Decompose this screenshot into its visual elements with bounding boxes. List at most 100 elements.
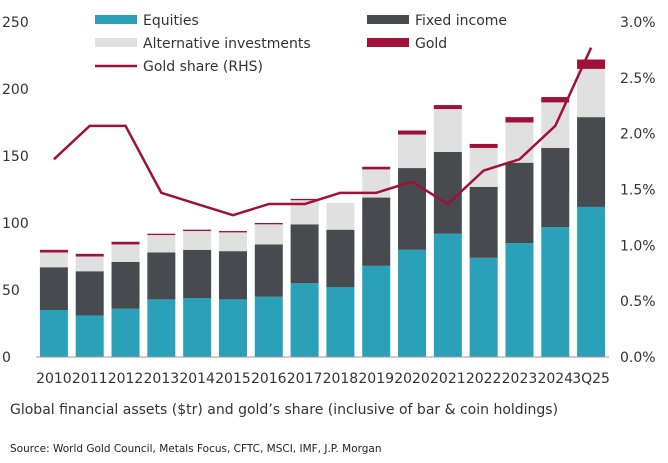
- bar-fixed-income: [433, 151, 462, 234]
- chart-caption: Global financial assets ($tr) and gold’s…: [10, 402, 559, 418]
- bar-gold: [111, 241, 140, 245]
- legend-label-fixed-income: Fixed income: [415, 13, 507, 29]
- y-right-tick-label: 2.0%: [620, 127, 656, 143]
- bar-alternative-investments: [75, 256, 104, 272]
- y-right-tick-label: 3.0%: [620, 15, 656, 31]
- x-tick-label: 2022: [466, 371, 502, 387]
- bar-equities: [183, 298, 212, 357]
- bar-equities: [111, 308, 140, 357]
- legend-swatch-alternative-investments: [95, 38, 137, 47]
- bar-fixed-income: [577, 117, 606, 207]
- x-tick-label: 2018: [323, 371, 359, 387]
- bar-fixed-income: [290, 224, 319, 284]
- bar-gold: [541, 97, 570, 103]
- x-tick-label: 2014: [179, 371, 215, 387]
- bar-fixed-income: [326, 229, 355, 288]
- bar-fixed-income: [254, 244, 283, 297]
- bar-gold: [577, 59, 606, 69]
- bar-gold: [147, 233, 176, 236]
- bar-fixed-income: [75, 271, 104, 316]
- bar-equities: [254, 296, 283, 357]
- bar-equities: [433, 233, 462, 357]
- gold-share-line: [53, 47, 593, 217]
- legend-label-gold: Gold: [415, 36, 447, 52]
- x-tick-label: 2011: [72, 371, 108, 387]
- x-tick-label: 2023: [502, 371, 538, 387]
- y-right-tick-label: 1.5%: [620, 183, 656, 199]
- x-tick-label: 2016: [251, 371, 287, 387]
- bar-equities: [362, 265, 391, 357]
- bar-equities: [290, 283, 319, 357]
- bar-equities: [218, 299, 247, 357]
- bar-fixed-income: [541, 147, 570, 228]
- bar-gold: [398, 130, 427, 135]
- legend-label-equities: Equities: [143, 13, 199, 29]
- bar-fixed-income: [111, 261, 140, 309]
- y-left-tick-label: 0: [2, 350, 11, 366]
- bar-equities: [147, 299, 176, 357]
- x-tick-label: 2015: [215, 371, 251, 387]
- bar-alternative-investments: [254, 224, 283, 245]
- bar-gold: [39, 249, 68, 253]
- bar-fixed-income: [469, 186, 498, 258]
- bar-alternative-investments: [505, 122, 534, 163]
- x-tick-label: 2012: [108, 371, 144, 387]
- y-left-tick-label: 50: [2, 283, 20, 299]
- x-tick-label: 2021: [430, 371, 466, 387]
- y-right-tick-label: 2.5%: [620, 71, 656, 87]
- bar-alternative-investments: [218, 232, 247, 252]
- bar-equities: [577, 206, 606, 357]
- legend-swatch-fixed-income: [367, 15, 409, 24]
- x-tick-label: 2020: [394, 371, 430, 387]
- x-tick-label: 2024: [537, 371, 573, 387]
- bar-gold: [218, 231, 247, 233]
- legend-swatch-gold: [367, 38, 409, 47]
- bar-fixed-income: [505, 162, 534, 244]
- y-right-tick-label: 0.0%: [620, 350, 656, 366]
- x-tick-label: 2017: [287, 371, 323, 387]
- legend-swatch-equities: [95, 15, 137, 24]
- bar-fixed-income: [362, 197, 391, 266]
- legend-label-gold-share-rhs-: Gold share (RHS): [143, 59, 263, 75]
- y-right-tick-label: 0.5%: [620, 294, 656, 310]
- bar-fixed-income: [398, 168, 427, 250]
- bar-equities: [326, 287, 355, 357]
- bar-gold: [505, 117, 534, 123]
- y-left-tick-label: 200: [2, 82, 29, 98]
- bar-equities: [398, 249, 427, 357]
- bar-gold: [290, 198, 319, 201]
- x-tick-label: 2019: [358, 371, 394, 387]
- bar-equities: [541, 227, 570, 357]
- bar-gold: [254, 223, 283, 225]
- bar-alternative-investments: [111, 244, 140, 262]
- bar-equities: [505, 243, 534, 357]
- bar-fixed-income: [147, 252, 176, 300]
- y-right-tick-label: 1.0%: [620, 238, 656, 254]
- bar-alternative-investments: [147, 235, 176, 253]
- chart-source: Source: World Gold Council, Metals Focus…: [10, 443, 382, 455]
- bar-alternative-investments: [433, 109, 462, 152]
- bar-alternative-investments: [39, 252, 68, 268]
- bar-fixed-income: [218, 251, 247, 300]
- bar-fixed-income: [39, 267, 68, 311]
- bar-gold: [183, 229, 212, 232]
- bar-fixed-income: [183, 249, 212, 299]
- bar-gold: [362, 166, 391, 170]
- bar-alternative-investments: [183, 231, 212, 250]
- bar-alternative-investments: [398, 134, 427, 169]
- bar-equities: [75, 315, 104, 357]
- y-left-tick-label: 150: [2, 149, 29, 165]
- bar-alternative-investments: [577, 68, 606, 118]
- x-tick-label: 3Q25: [572, 371, 610, 387]
- bar-gold: [75, 253, 104, 257]
- bar-gold: [433, 105, 462, 110]
- y-left-tick-label: 250: [2, 15, 29, 31]
- bar-equities: [469, 257, 498, 357]
- bar-gold: [469, 143, 498, 148]
- bar-equities: [39, 310, 68, 357]
- legend-label-alternative-investments: Alternative investments: [143, 36, 311, 52]
- x-tick-label: 2013: [144, 371, 180, 387]
- bar-alternative-investments: [326, 202, 355, 230]
- x-tick-label: 2010: [36, 371, 72, 387]
